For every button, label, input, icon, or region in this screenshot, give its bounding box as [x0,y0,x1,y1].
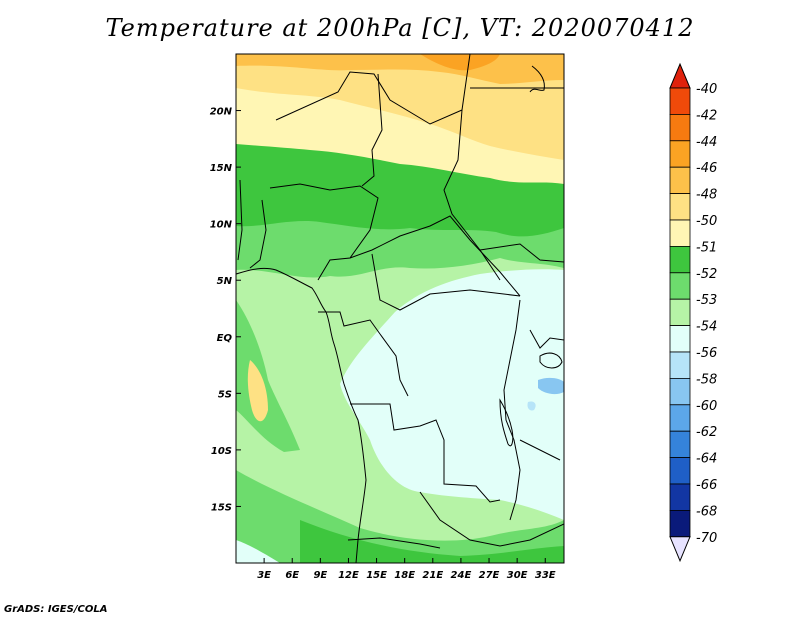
lon-axis: 3E 6E 9E 12E 15E 18E 21E 24E 27E 30E 33E [257,558,556,581]
colorbar-box [669,298,691,327]
field-band-56-58-small [527,401,536,411]
colorbar-box [669,377,691,406]
colorbar-label: -70 [696,531,717,546]
colorbar-box [669,166,691,194]
map-fill-layer [236,54,564,563]
lat-tick-label: EQ [217,333,233,344]
border-zambia [419,491,564,547]
field-band-52-53-west [236,300,300,452]
colorbar-box [669,457,691,485]
border-congo [318,311,409,397]
field-band-54-56 [340,269,564,520]
lon-tick-label: 9E [313,570,327,581]
colorbar-box [669,87,691,115]
lon-tick-label: 33E [535,570,556,581]
colorbar-label: -58 [696,372,717,387]
lon-tick-label: 3E [257,570,271,581]
lon-tick-label: 18E [394,570,415,581]
colorbar-label: -42 [696,108,717,123]
colorbar-label: -52 [696,267,717,282]
lat-tick-label: 20N [210,107,233,118]
colorbar-box [669,114,691,142]
colorbar-label: -46 [696,161,717,176]
map-frame [235,53,565,564]
colorbar-box [669,325,691,353]
colorbar-label: -50 [696,214,717,229]
east-coast [529,65,545,93]
colorbar-under-triangle [669,536,691,563]
colorbar-box [669,404,691,432]
lon-tick-label: 24E [451,570,472,581]
colorbar-box [669,509,691,538]
colorbar-over-triangle [669,62,691,89]
field-band-51-52-west-patch [247,360,268,422]
lon-tick-label: 12E [338,570,359,581]
colorbar-box [669,483,691,511]
border-sahara [275,54,471,125]
field-band-54-56-south-patch [236,540,280,563]
lake-victoria [539,352,563,369]
colorbar-label: -56 [696,346,717,361]
lon-tick-label: 30E [507,570,528,581]
border-niger-chad [361,73,383,187]
border-cameroon-car [349,215,521,297]
colorbar-box [669,140,691,168]
lat-axis: 20N 15N 10N 5N EQ 5S 10S 15S [210,107,241,513]
colorbar-label: -62 [696,425,717,440]
border-tanzania [519,439,561,461]
lon-tick-label: 21E [422,570,443,581]
field-band-48-50 [236,54,564,160]
lon-tick-label: 27E [479,570,500,581]
colorbar-label: -48 [696,188,717,203]
lat-tick-label: 5S [218,389,232,400]
lon-tick-label: 15E [366,570,387,581]
colorbar-label: -54 [696,320,717,335]
border-car-drc [371,253,521,311]
colorbar-box [669,219,691,247]
colorbar-label: -68 [696,504,717,519]
west-border-2 [237,179,243,261]
border-nigeria [269,183,379,281]
colorbar-label: -64 [696,452,717,467]
border-east-lakes [529,329,564,349]
colorbar-box [669,351,691,379]
lat-tick-label: 5N [217,276,233,287]
colorbar-label: -51 [696,240,717,255]
lat-tick-label: 15N [210,163,233,174]
grads-credit: GrADS: IGES/COLA [4,604,108,615]
colorbar-label: -44 [696,135,717,150]
field-band-44-46 [420,54,500,71]
lat-tick-label: 10N [210,220,233,231]
lat-tick-label: 10S [211,446,232,457]
colorbar-label: -40 [696,82,717,97]
border-south [347,537,441,549]
lake-tanganyika [499,398,514,447]
colorbar-box [669,272,691,300]
colorbar-box [669,245,691,274]
colorbar-box [669,430,691,459]
lat-tick-label: 15S [211,502,232,513]
colorbar-label: -53 [696,293,717,308]
border-chad-sudan [443,109,501,281]
border-drc-east [503,299,521,521]
colorbar-label: -66 [696,478,717,493]
west-border-1 [249,199,267,269]
map-borders [236,54,564,563]
field-band-56-58 [538,377,564,395]
lon-tick-label: 6E [285,570,299,581]
border-sudan-south [479,243,564,263]
chart-title: Temperature at 200hPa [C], VT: 202007041… [105,14,695,42]
coastline [236,267,367,563]
colorbar-box [669,193,691,221]
colorbar-label: -60 [696,399,717,414]
border-drc-angola [350,403,501,503]
field-band-51-52-south [300,520,564,563]
